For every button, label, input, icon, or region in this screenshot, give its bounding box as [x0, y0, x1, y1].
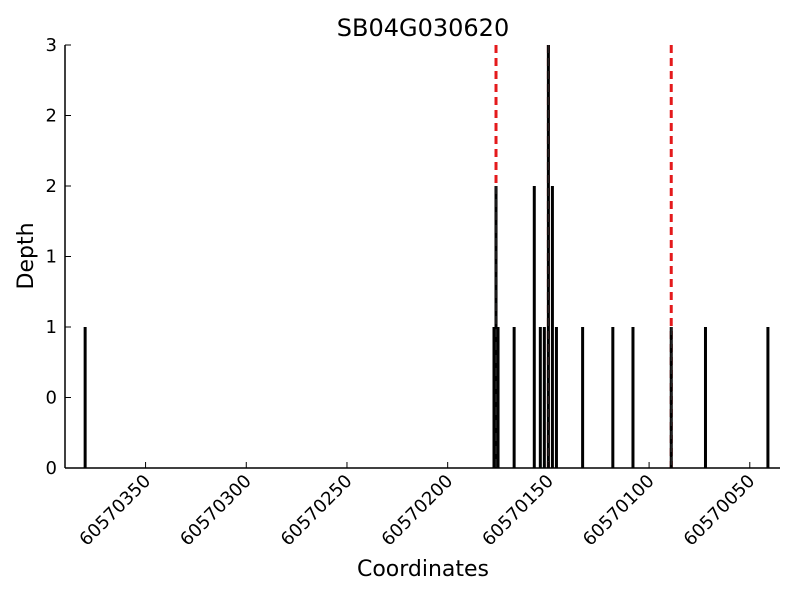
x-tick-label: 60570050 — [680, 471, 760, 551]
depth-bar-12 — [611, 327, 615, 468]
x-axis-title: Coordinates — [357, 557, 489, 582]
y-tick-label: 1 — [46, 247, 57, 268]
y-tick-label: 2 — [46, 176, 57, 197]
chart-title: SB04G030620 — [337, 14, 509, 42]
y-tick-label: 3 — [46, 35, 57, 56]
depth-bar-3 — [496, 327, 500, 468]
x-tick-label: 60570200 — [378, 471, 458, 551]
depth-bar-10 — [554, 327, 558, 468]
x-tick-label: 60570100 — [579, 471, 659, 551]
depth-bar-2 — [494, 186, 498, 468]
depth-bar-16 — [766, 327, 770, 468]
depth-bar-9 — [550, 186, 554, 468]
y-tick-label: 0 — [46, 388, 57, 409]
depth-bar-0 — [83, 327, 87, 468]
y-axis-ticks: 0 0 1 1 2 2 3 — [46, 35, 71, 479]
plot-area — [83, 45, 770, 468]
depth-bar-4 — [512, 327, 516, 468]
depth-bar-15 — [703, 327, 707, 468]
depth-bar-6 — [538, 327, 542, 468]
x-tick-label: 60570350 — [75, 471, 155, 551]
x-tick-label: 60570250 — [277, 471, 357, 551]
y-tick-label: 1 — [46, 317, 57, 338]
x-tick-label: 60570300 — [176, 471, 256, 551]
depth-bar-5 — [532, 186, 536, 468]
x-tick-label: 60570150 — [478, 471, 558, 551]
depth-bar-13 — [631, 327, 635, 468]
x-axis-ticks: 60570350 60570300 60570250 60570200 60570150… — [75, 462, 759, 550]
depth-bar-11 — [581, 327, 585, 468]
y-axis-title: Depth — [14, 222, 39, 289]
y-tick-label: 2 — [46, 106, 57, 127]
y-tick-label: 0 — [46, 458, 57, 479]
depth-bar-1 — [492, 327, 496, 468]
depth-bar-7 — [542, 327, 546, 468]
